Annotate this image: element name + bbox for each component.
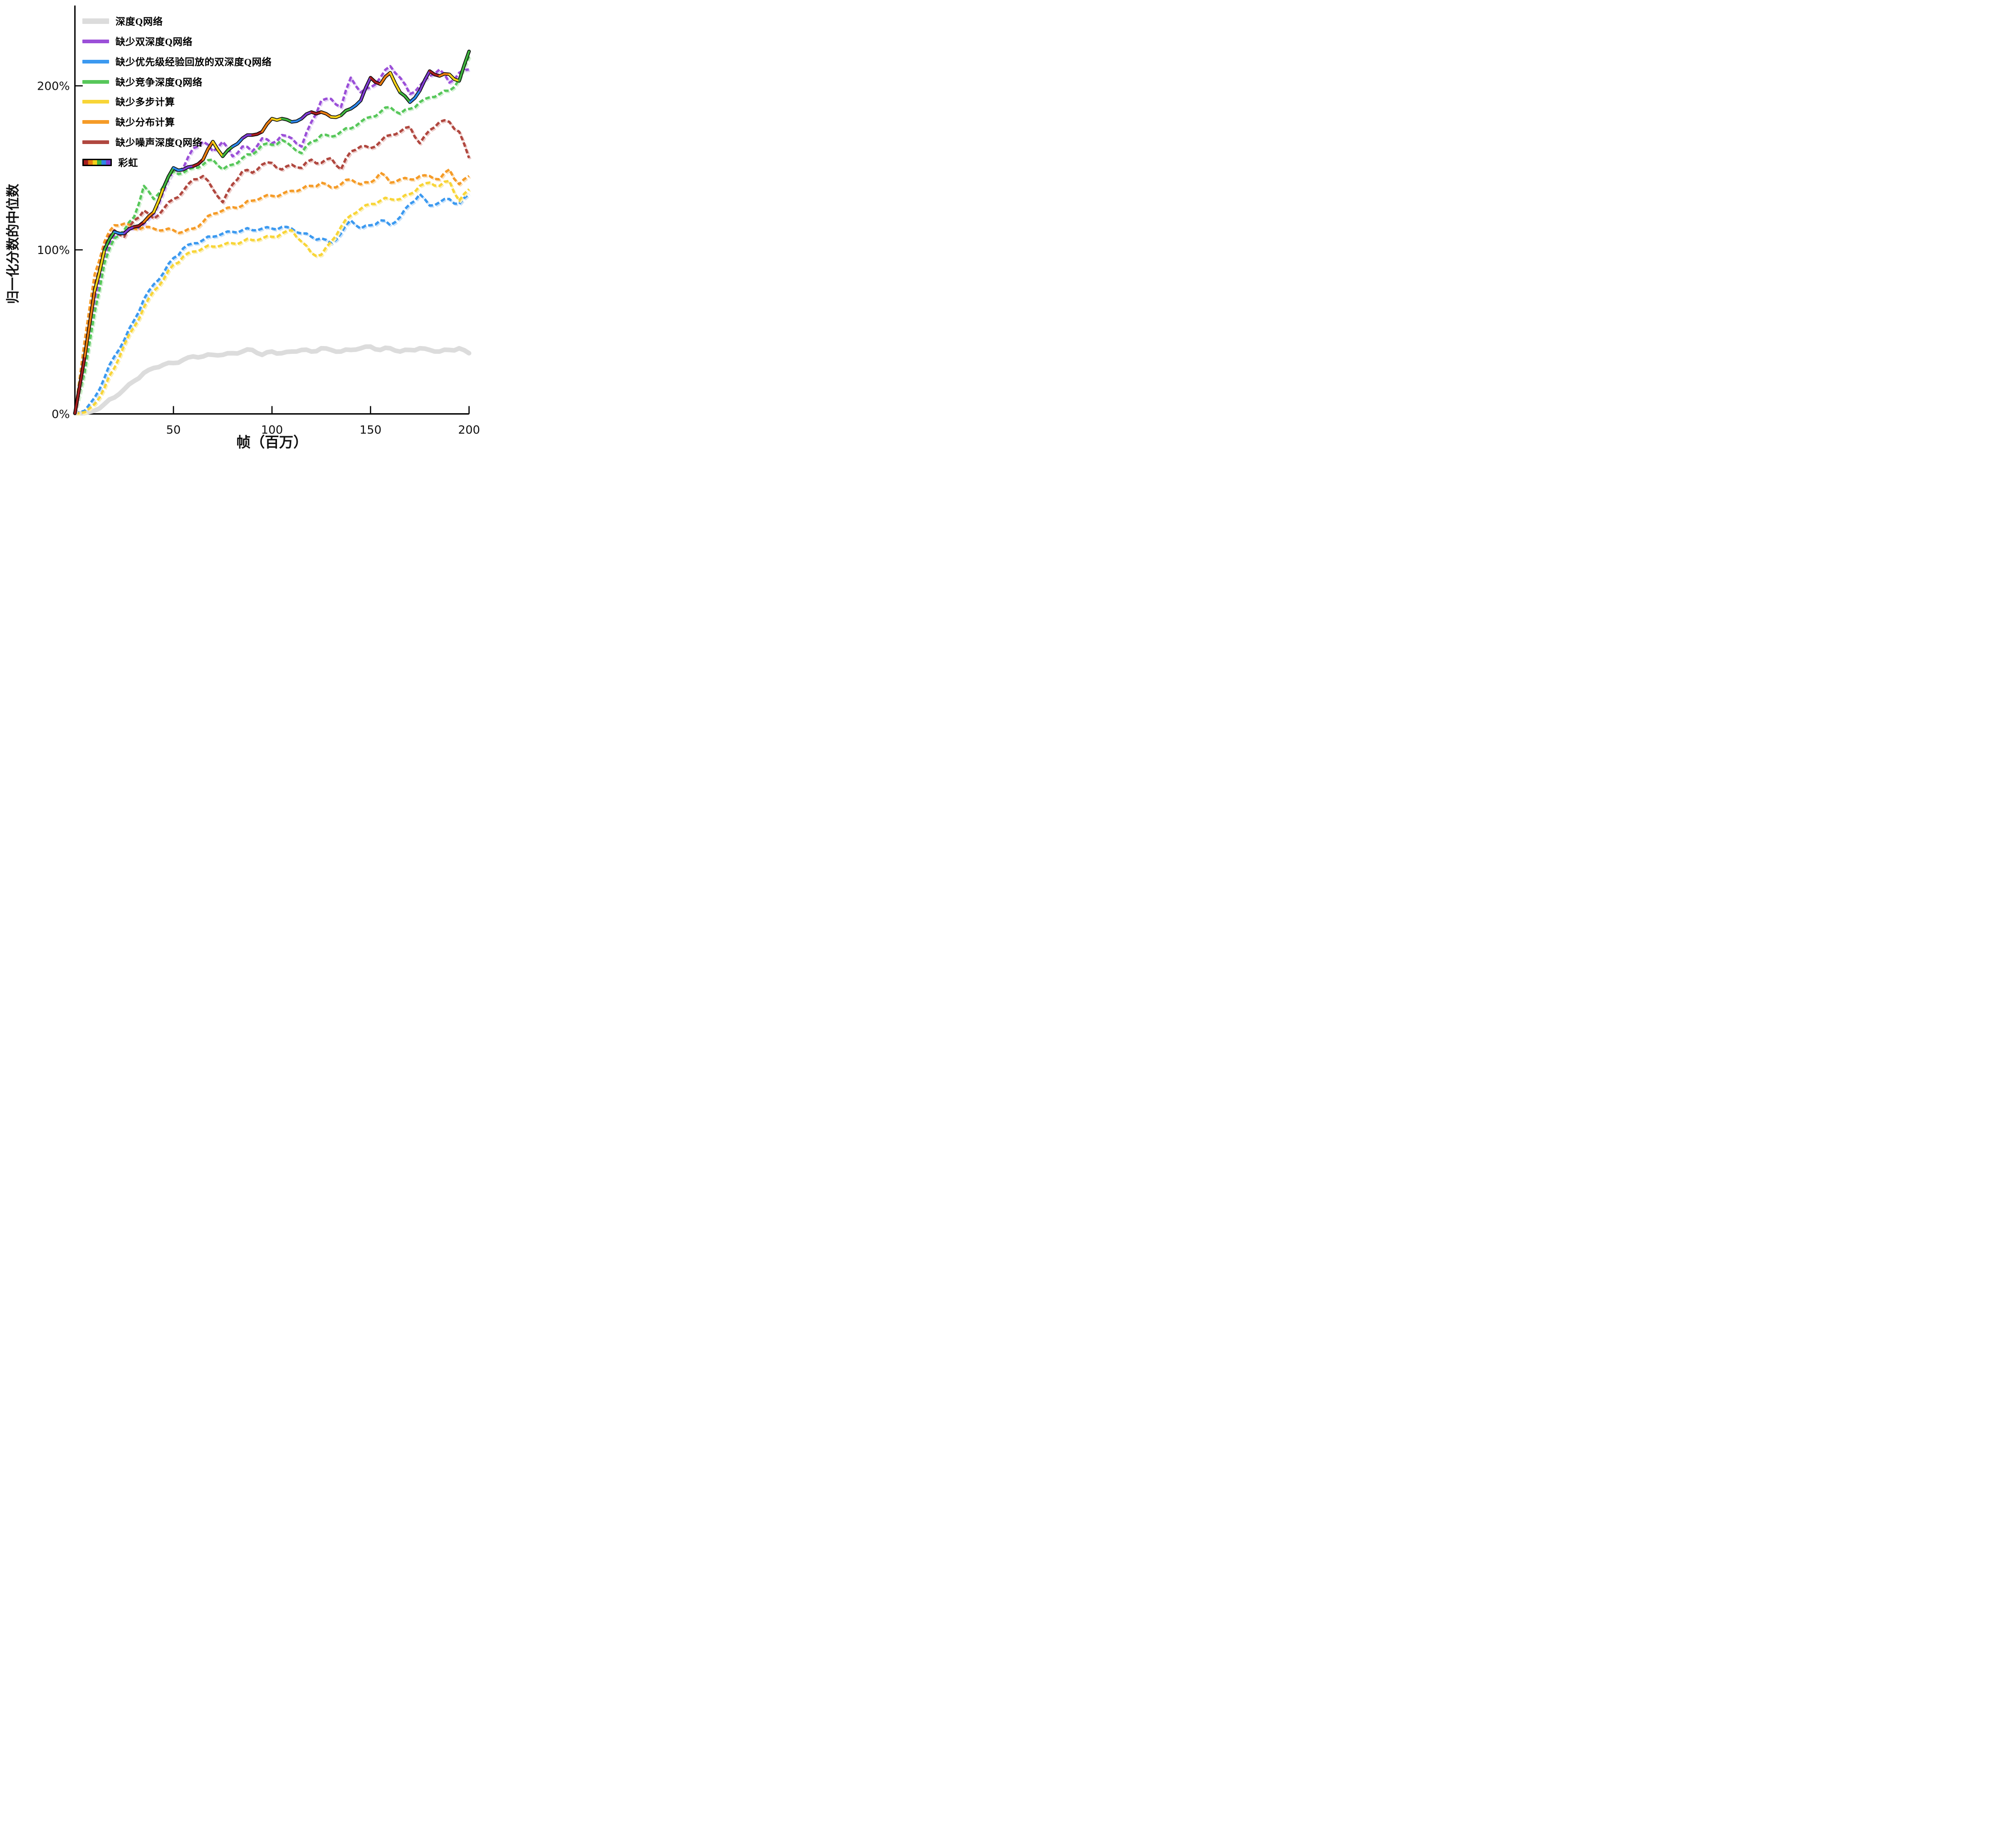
x-tick-label: 200 xyxy=(458,423,480,437)
rainbow-segment xyxy=(404,95,411,104)
rainbow-segment xyxy=(354,99,362,107)
rainbow-segment xyxy=(448,73,456,81)
series-line-no-distributional xyxy=(74,168,470,414)
rainbow-segment xyxy=(359,87,367,102)
rainbow-segment xyxy=(74,384,81,415)
rainbow-segment xyxy=(152,200,160,214)
y-axis-title: 归一化分数的中位数 xyxy=(5,184,21,304)
chart-canvas: 0% 100% 200% 50 100 150 200 帧（百万） 归一化分数的中位数 xyxy=(5,6,480,450)
rainbow-segment xyxy=(300,113,308,120)
rainbow-segment xyxy=(138,221,145,227)
series-line-no-dueling xyxy=(74,56,470,414)
rainbow-segment xyxy=(217,148,224,157)
rainbow-segment xyxy=(266,117,273,125)
series-line-no-prioritized-replay xyxy=(75,193,470,415)
rainbow-segment xyxy=(419,79,426,92)
rainbow-segment xyxy=(399,91,406,98)
rainbow-segment xyxy=(463,50,470,67)
rainbow-segment xyxy=(389,71,396,85)
rainbow-segment xyxy=(384,71,392,78)
rainbow-segment xyxy=(79,355,86,387)
rainbow-segment xyxy=(202,148,209,161)
rainbow-segment xyxy=(108,231,116,241)
series-line-no-double-dqn xyxy=(74,65,469,414)
rainbow-segment xyxy=(423,70,431,81)
rainbow-segment xyxy=(88,289,96,325)
rainbow-segment xyxy=(221,149,229,157)
rainbow-segment xyxy=(123,228,130,235)
rainbow-segment xyxy=(98,248,106,273)
y-tick-label: 100% xyxy=(37,243,69,257)
rainbow-segment xyxy=(340,110,347,116)
x-tick-label: 150 xyxy=(359,423,381,437)
rainbow-segment xyxy=(162,175,170,189)
series-rainbow-outline xyxy=(73,49,471,415)
rainbow-segment xyxy=(148,211,155,218)
series-line-rainbow xyxy=(74,50,470,415)
rainbow-segment xyxy=(143,215,150,223)
rainbow-segment xyxy=(261,123,268,133)
x-tick-label: 50 xyxy=(166,423,181,437)
rainbow-segment xyxy=(207,140,214,150)
rainbow-segment xyxy=(369,76,377,83)
rainbow-segment xyxy=(226,145,234,152)
x-tick-label: 100 xyxy=(261,423,283,437)
series-shadow-no-dueling xyxy=(75,57,472,415)
series-line-dqn xyxy=(72,344,472,416)
rainbow-segment xyxy=(458,64,465,82)
x-axis-title: 帧（百万） xyxy=(237,434,308,450)
rainbow-segment xyxy=(394,82,401,93)
series-shadow-no-noisy xyxy=(75,120,472,415)
rainbow-segment xyxy=(84,323,91,358)
rainbow-segment xyxy=(93,271,101,292)
rainbow-segment xyxy=(197,158,204,165)
rainbow-segment xyxy=(414,89,421,99)
y-tick-label: 0% xyxy=(52,408,70,421)
rainbow-segment xyxy=(212,140,219,151)
rainbow-segment xyxy=(236,137,244,145)
series-line-no-noisy xyxy=(74,119,470,414)
rainbow-segment xyxy=(157,186,165,202)
series-line-no-multi-step xyxy=(75,179,470,415)
rainbow-segment xyxy=(168,167,175,178)
rainbow-segment xyxy=(409,97,416,104)
rainbow-segment xyxy=(364,76,372,89)
rainbow-segment xyxy=(103,238,110,251)
y-tick-label: 200% xyxy=(37,80,69,93)
chart-figure: 0% 100% 200% 50 100 150 200 帧（百万） 归一化分数的中位数 深度Q网… xyxy=(0,0,504,457)
rainbow-segment xyxy=(379,75,387,86)
